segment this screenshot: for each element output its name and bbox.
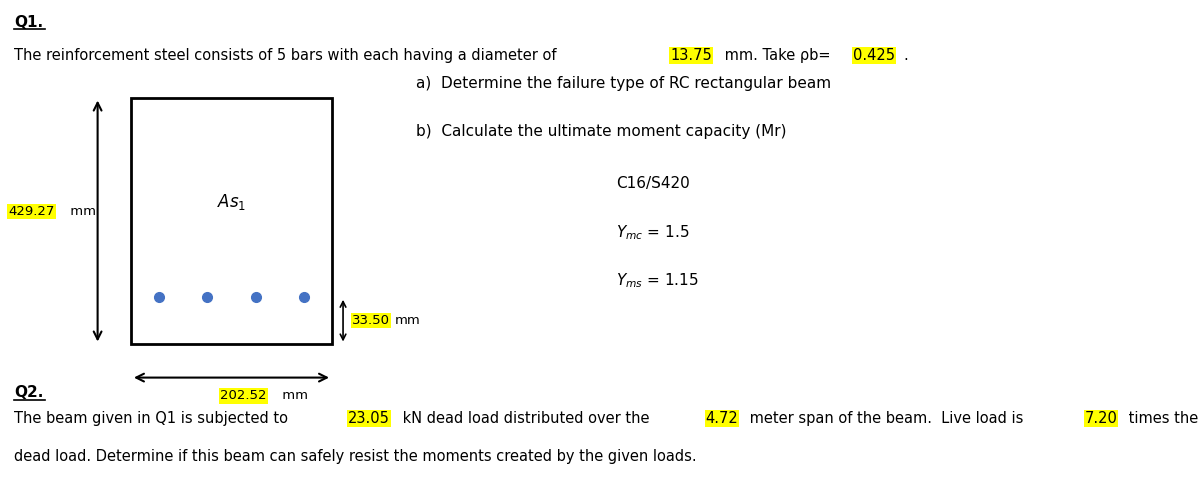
Text: 13.75: 13.75 (671, 48, 712, 63)
Text: $Y_{ms}$ = 1.15: $Y_{ms}$ = 1.15 (617, 271, 700, 289)
Text: C16/S420: C16/S420 (617, 176, 690, 191)
Text: 23.05: 23.05 (348, 411, 390, 426)
Text: 202.52: 202.52 (221, 389, 266, 402)
Text: 33.50: 33.50 (352, 314, 390, 327)
Text: $Y_{mc}$ = 1.5: $Y_{mc}$ = 1.5 (617, 223, 690, 242)
Text: times the: times the (1124, 411, 1198, 426)
Text: Q1.: Q1. (14, 14, 43, 30)
Text: mm. Take ρb=: mm. Take ρb= (720, 48, 830, 63)
Text: mm: mm (395, 314, 420, 327)
Text: .: . (904, 48, 908, 63)
Text: mm: mm (66, 205, 96, 218)
Text: The reinforcement steel consists of 5 bars with each having a diameter of: The reinforcement steel consists of 5 ba… (14, 48, 562, 63)
Text: 429.27: 429.27 (8, 205, 55, 218)
Text: 7.20: 7.20 (1085, 411, 1117, 426)
Text: Q2.: Q2. (14, 384, 43, 400)
Text: The beam given in Q1 is subjected to: The beam given in Q1 is subjected to (14, 411, 293, 426)
FancyBboxPatch shape (131, 97, 332, 344)
Text: $As_1$: $As_1$ (217, 192, 246, 212)
Text: mm: mm (278, 389, 308, 402)
Text: 4.72: 4.72 (706, 411, 738, 426)
Text: dead load. Determine if this beam can safely resist the moments created by the g: dead load. Determine if this beam can sa… (14, 449, 696, 464)
Text: kN dead load distributed over the: kN dead load distributed over the (398, 411, 654, 426)
Text: meter span of the beam.  Live load is: meter span of the beam. Live load is (745, 411, 1028, 426)
Text: b)  Calculate the ultimate moment capacity (Mr): b) Calculate the ultimate moment capacit… (415, 124, 786, 139)
Text: 0.425: 0.425 (853, 48, 895, 63)
Text: a)  Determine the failure type of RC rectangular beam: a) Determine the failure type of RC rect… (415, 76, 830, 91)
